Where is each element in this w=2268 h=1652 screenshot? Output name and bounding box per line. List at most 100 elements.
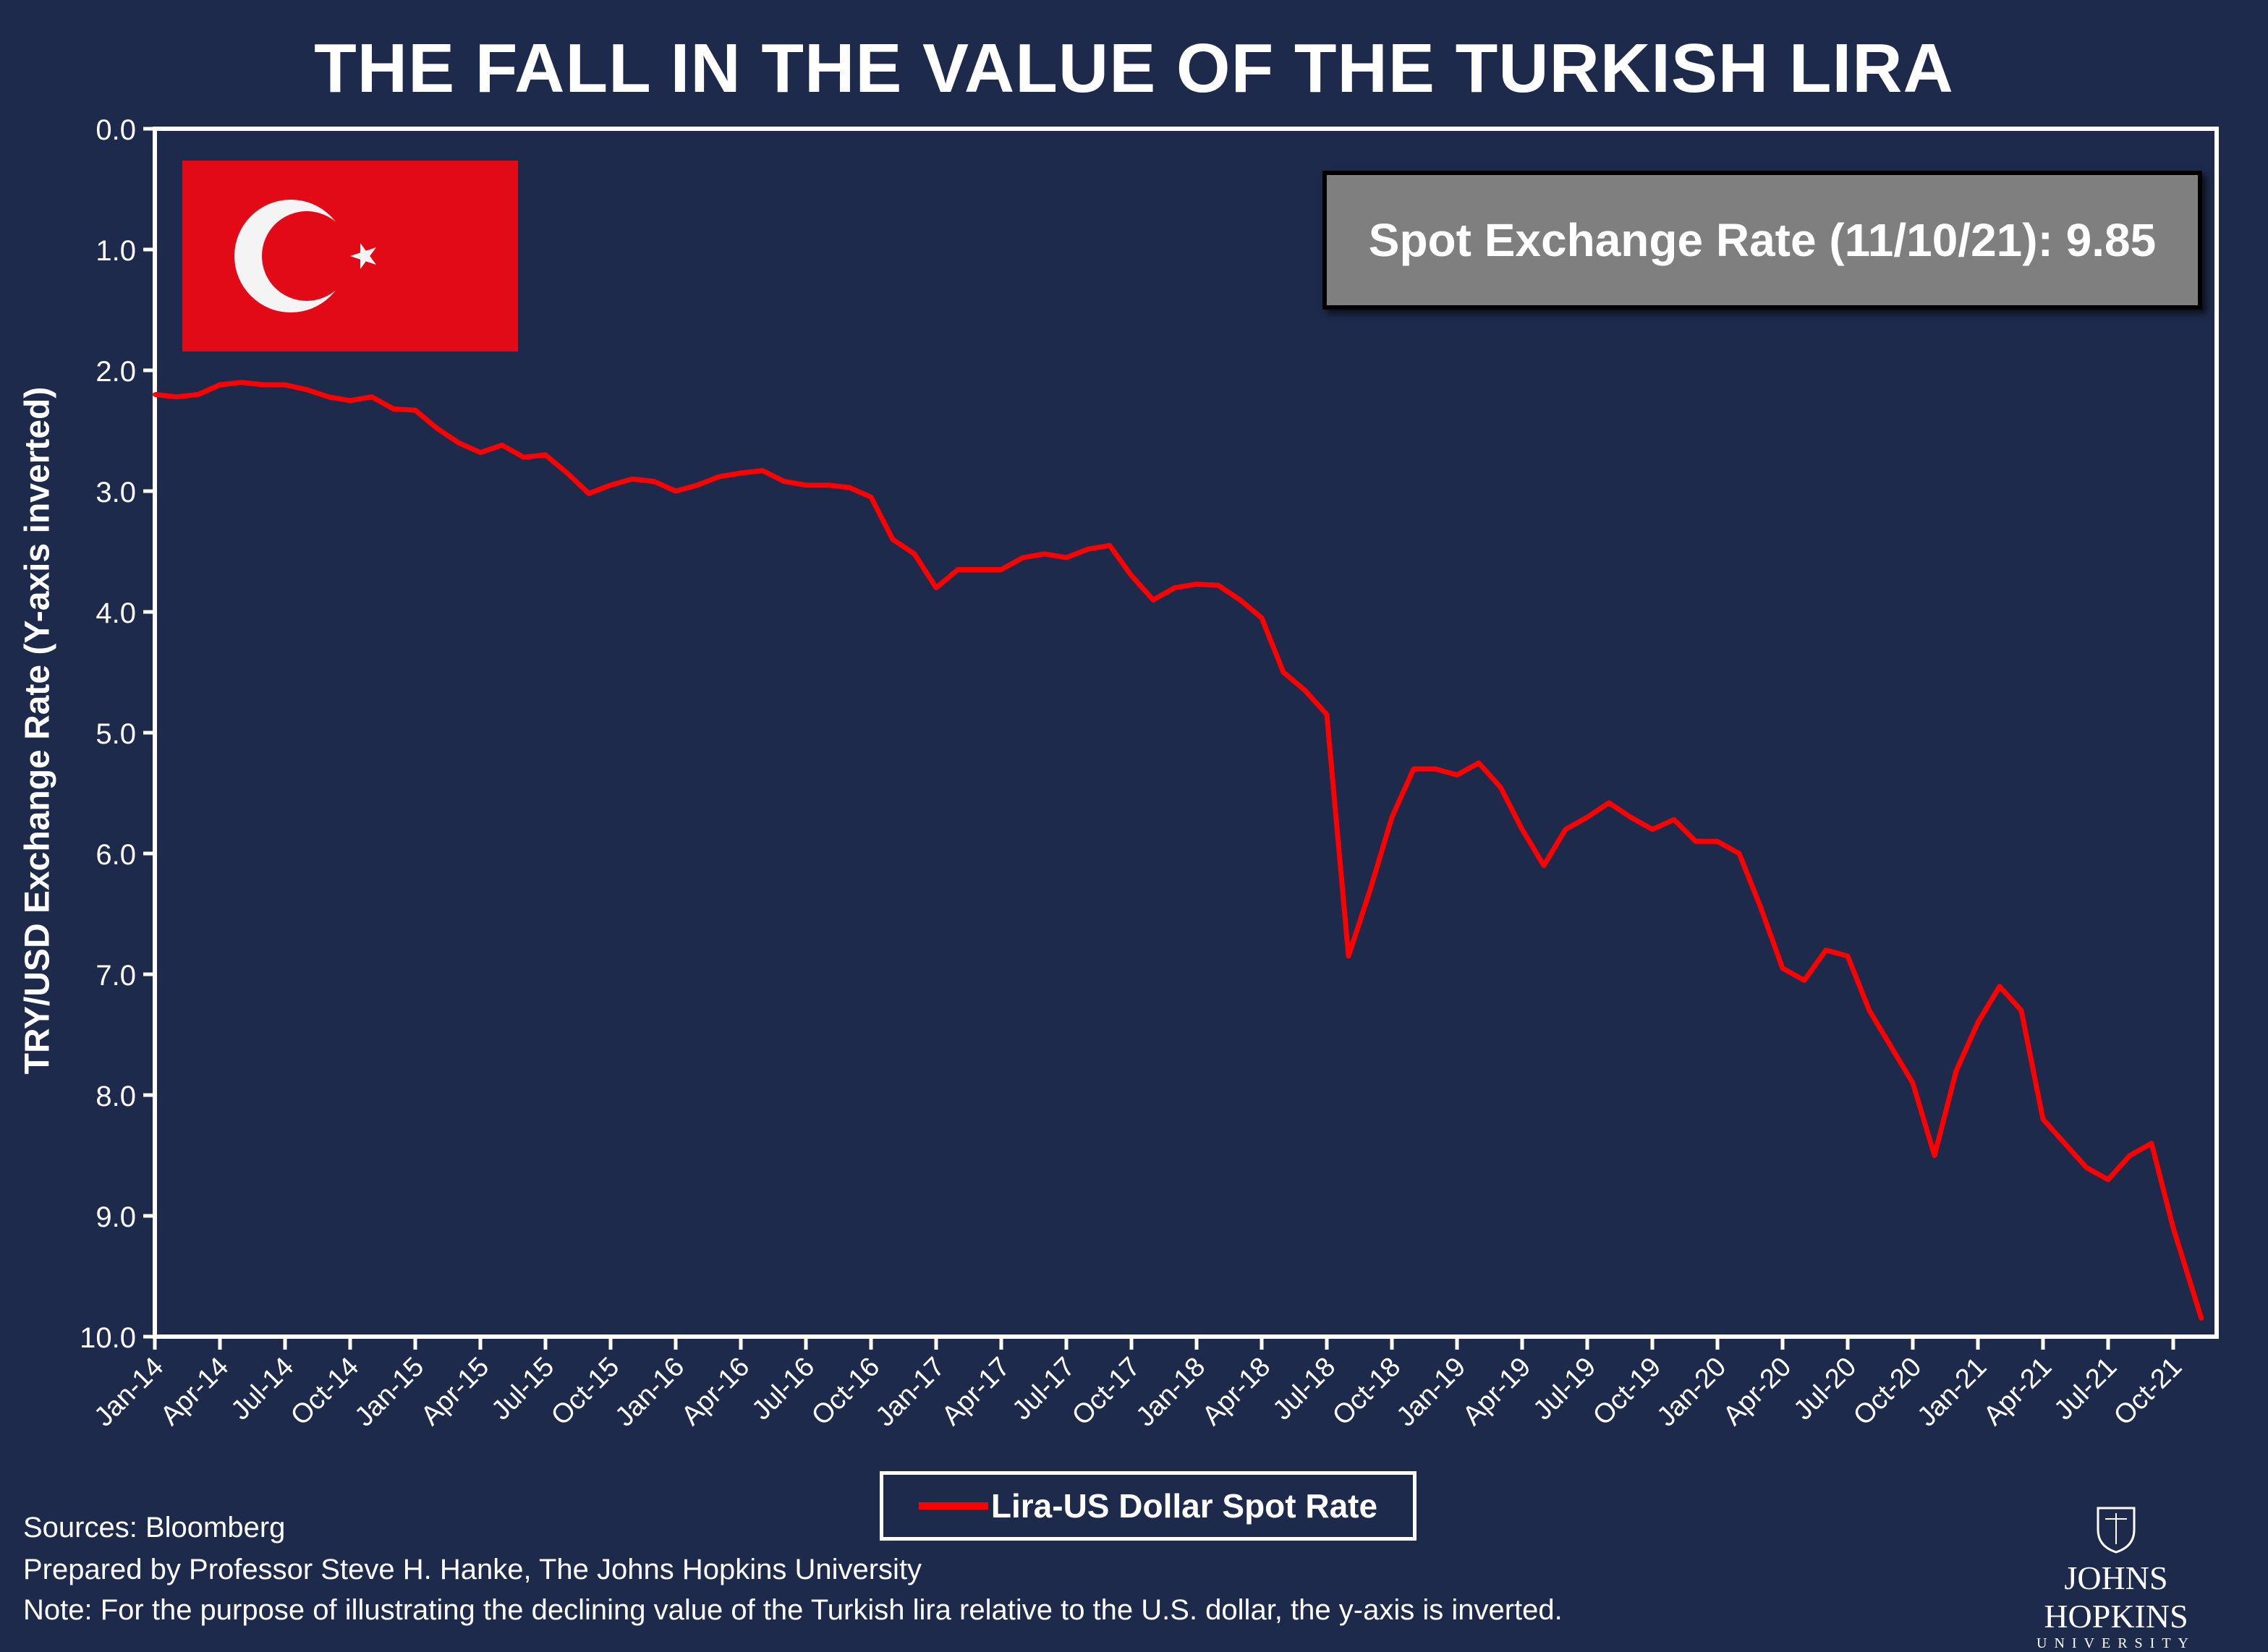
data-point [1151,597,1155,603]
data-point [804,482,808,487]
data-point [934,585,938,590]
data-point [478,450,483,455]
x-tick-label: Apr-18 [1197,1352,1276,1431]
data-point [2149,1141,2154,1146]
shield-icon [2097,1507,2136,1554]
data-point [1129,573,1134,578]
x-tick-label: Apr-21 [1978,1352,2057,1431]
logo-sub: UNIVERSITY [2036,1635,2196,1651]
data-point [1064,555,1069,560]
y-tick-label: 5.0 [95,718,136,750]
data-point [153,392,157,397]
x-tick-label: Jan-19 [1390,1352,1471,1433]
data-point [1173,585,1177,590]
data-point [261,383,266,388]
x-tick-label: Jul-17 [1006,1352,1081,1426]
data-point [1281,670,1286,675]
data-point [1737,851,1741,856]
data-point [1672,817,1676,822]
data-point [2128,1153,2132,1158]
data-point [652,479,656,484]
legend: Lira-US Dollar Spot Rate [880,1471,1417,1541]
x-tick-label: Jul-16 [746,1352,820,1426]
data-point [587,491,591,496]
data-point [435,426,439,431]
data-point [565,470,569,475]
data-point [1477,760,1481,765]
data-point [717,474,721,479]
y-axis-label: TRY/USD Exchange Rate (Y-axis inverted) [18,386,57,1075]
data-point [2171,1225,2175,1230]
data-point [283,383,287,388]
y-tick-label: 6.0 [95,839,136,871]
data-point [1867,1008,1872,1013]
data-point [2019,1008,2023,1013]
x-tick-label: Jan-21 [1911,1352,1992,1433]
data-point [1889,1044,1893,1049]
data-point [1216,583,1220,588]
x-tick-label: Apr-16 [676,1352,755,1431]
x-tick-label: Jan-18 [1130,1352,1211,1433]
sources-text: Sources: Bloomberg [23,1512,286,1544]
data-point [370,394,374,399]
data-point [1715,839,1720,844]
data-point [174,394,179,399]
data-point [912,551,917,556]
jhu-logo: JOHNS HOPKINS UNIVERSITY [2004,1504,2228,1652]
data-point [977,567,982,572]
x-tick-label: Apr-19 [1457,1352,1537,1431]
data-point [847,485,851,490]
x-tick-label: Apr-14 [155,1352,234,1431]
x-tick-label: Oct-19 [1587,1352,1667,1431]
data-point [1824,948,1828,953]
x-tick-label: Jul-19 [1527,1352,1602,1426]
data-point [695,482,700,487]
data-point [869,495,873,500]
legend-label: Lira-US Dollar Spot Rate [990,1487,1378,1525]
x-tick-label: Oct-14 [285,1352,365,1431]
data-point [196,392,200,397]
x-tick-label: Jul-15 [485,1352,560,1426]
data-point [1108,543,1112,548]
y-tick-label: 7.0 [95,960,136,992]
data-point [1911,1081,1915,1086]
legend-swatch [918,1502,988,1510]
data-point [1954,1068,1958,1073]
data-point [326,394,331,399]
data-point [2106,1177,2110,1182]
y-tick-label: 3.0 [95,477,136,508]
prepared-by-text: Prepared by Professor Steve H. Hanke, Th… [23,1554,922,1585]
x-tick-label: Oct-16 [806,1352,885,1431]
data-point [500,443,504,448]
data-point [1520,827,1524,832]
chart-title: THE FALL IN THE VALUE OF THE TURKISH LIR… [314,30,1954,107]
data-point [825,482,830,487]
data-point [1303,688,1307,693]
y-tick-label: 8.0 [95,1081,136,1112]
data-point [1021,555,1025,560]
data-point [2041,1117,2045,1122]
data-point [1433,767,1437,772]
note-text: Note: For the purpose of illustrating th… [23,1594,1563,1626]
data-point [1628,814,1633,819]
x-tick-label: Jul-18 [1267,1352,1341,1426]
y-tick-label: 9.0 [95,1201,136,1233]
data-point [1607,800,1611,805]
data-point [1455,772,1459,778]
data-point [1368,887,1372,893]
data-point [760,468,765,473]
data-point [956,567,960,572]
data-point [782,479,786,484]
data-point [1238,597,1242,603]
data-point [413,408,417,413]
y-tick-label: 1.0 [95,235,136,267]
x-tick-label: Apr-15 [415,1352,495,1431]
y-tick-label: 0.0 [95,114,136,146]
data-point [1411,767,1416,772]
x-tick-label: Oct-15 [545,1352,625,1431]
data-point [543,452,548,457]
data-point [2199,1316,2204,1321]
x-tick-label: Jul-21 [2048,1352,2123,1426]
data-point [1932,1153,1937,1158]
